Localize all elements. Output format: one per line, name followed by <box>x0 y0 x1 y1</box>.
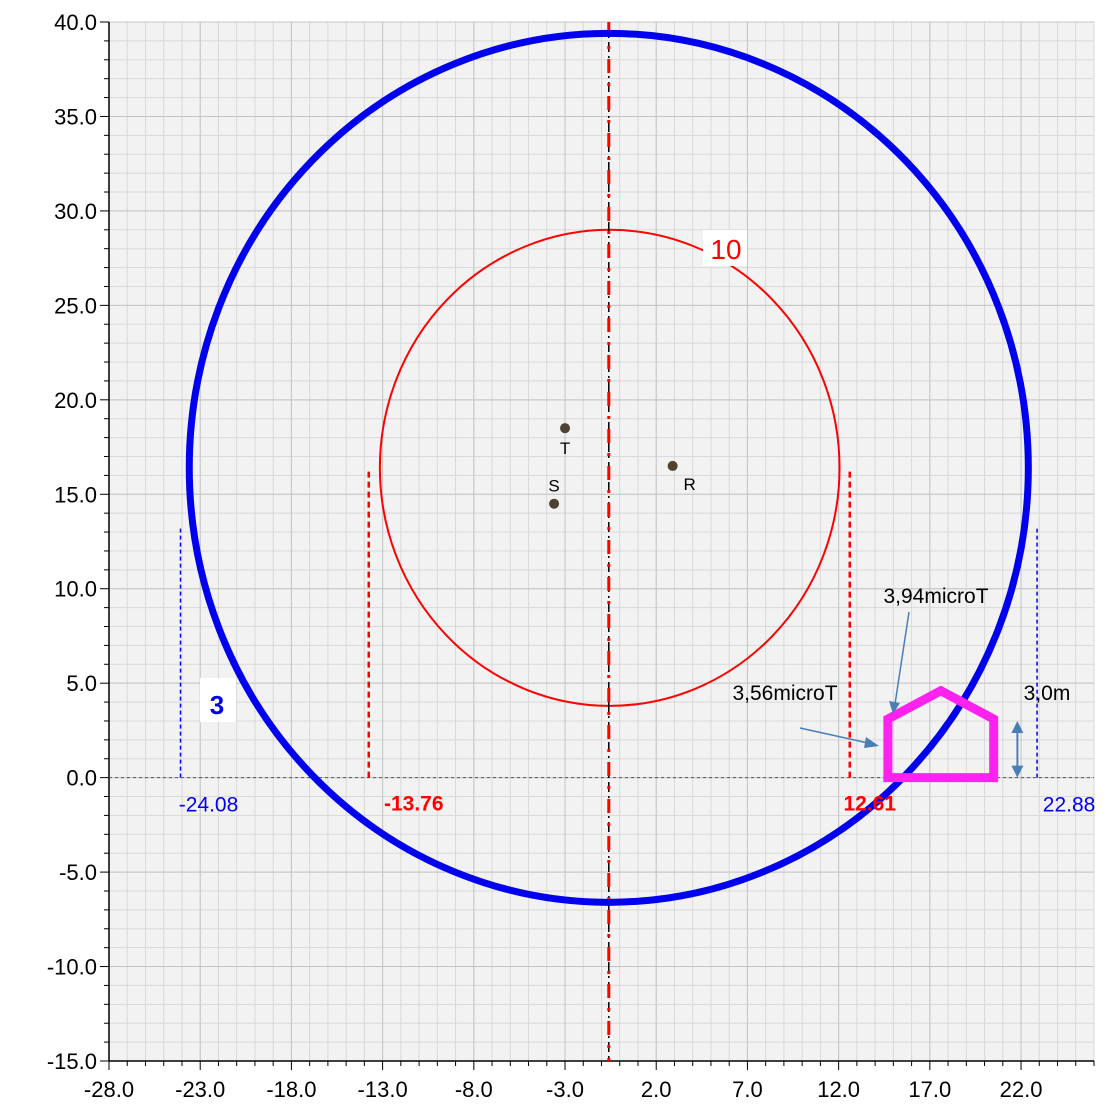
x-tick-label: -23.0 <box>175 1077 225 1102</box>
y-tick-label: -10.0 <box>47 955 97 980</box>
lower-callout-arrow <box>799 727 869 744</box>
y-tick-label: -15.0 <box>47 1049 97 1074</box>
x-tick-label: -28.0 <box>84 1077 134 1102</box>
y-tick-label: -5.0 <box>59 860 97 885</box>
conductor-s <box>549 498 560 509</box>
contour-10-right-value: 12.61 <box>843 793 896 816</box>
x-tick-label: -8.0 <box>455 1077 493 1102</box>
height-arrow-head-top <box>1011 720 1024 733</box>
contour-3-left-value: -24.08 <box>179 794 239 817</box>
y-tick-label: 20.0 <box>54 388 97 413</box>
y-tick-label: 25.0 <box>54 293 97 318</box>
x-tick-label: 2.0 <box>641 1077 672 1102</box>
conductor-label-r: R <box>683 475 695 494</box>
chart-grid <box>108 21 1095 1062</box>
y-tick-label: 30.0 <box>54 199 97 224</box>
contour-3-label-bg <box>200 678 236 722</box>
chart-marks: 10 3 -24.08 22.88 -13.76 12.61 TS R 3,0m 3,94micr… <box>179 22 1096 1061</box>
y-tick-label: 0.0 <box>66 766 97 791</box>
y-tick-label: 40.0 <box>54 10 97 35</box>
chart-axes <box>100 21 1095 1070</box>
x-tick-label: -18.0 <box>266 1077 316 1102</box>
x-tick-label: 12.0 <box>817 1077 860 1102</box>
lower-callout-arrowhead <box>864 737 879 748</box>
contour-3-circle <box>185 29 1032 906</box>
conductor-label-s: S <box>548 477 559 496</box>
x-tick-label: 17.0 <box>908 1077 951 1102</box>
contour-3-label: 3 <box>210 690 224 720</box>
tick-labels: -28.0 -23.0 -18.0 -13.0 -8.0 -3.0 2.0 7.0 12.0 17… <box>47 10 1043 1102</box>
upper-callout-arrow <box>894 611 910 705</box>
house-outline <box>883 685 999 783</box>
x-tick-label: 7.0 <box>732 1077 763 1102</box>
height-label: 3,0m <box>1024 682 1071 705</box>
conductor-t <box>560 423 571 434</box>
y-tick-label: 10.0 <box>54 577 97 602</box>
y-tick-label: 15.0 <box>54 482 97 507</box>
contour-10-label-bg <box>703 230 747 266</box>
y-tick-label: 35.0 <box>54 104 97 129</box>
contour-10-left-value: -13.76 <box>384 793 444 816</box>
lower-field-label: 3,56microT <box>732 682 837 705</box>
x-tick-label: 22.0 <box>1000 1077 1043 1102</box>
contour-10-label: 10 <box>710 234 741 265</box>
height-arrow-head-bottom <box>1011 765 1024 778</box>
conductor-r <box>667 460 678 471</box>
x-tick-label: -13.0 <box>358 1077 408 1102</box>
x-tick-label: -3.0 <box>546 1077 584 1102</box>
upper-field-label: 3,94microT <box>883 585 988 608</box>
conductor-label-t: T <box>560 439 570 458</box>
upper-callout-arrowhead <box>889 701 900 714</box>
y-tick-label: 5.0 <box>66 671 97 696</box>
contour-3-right-value: 22.88 <box>1043 794 1096 817</box>
contour-10-circle <box>378 228 841 707</box>
